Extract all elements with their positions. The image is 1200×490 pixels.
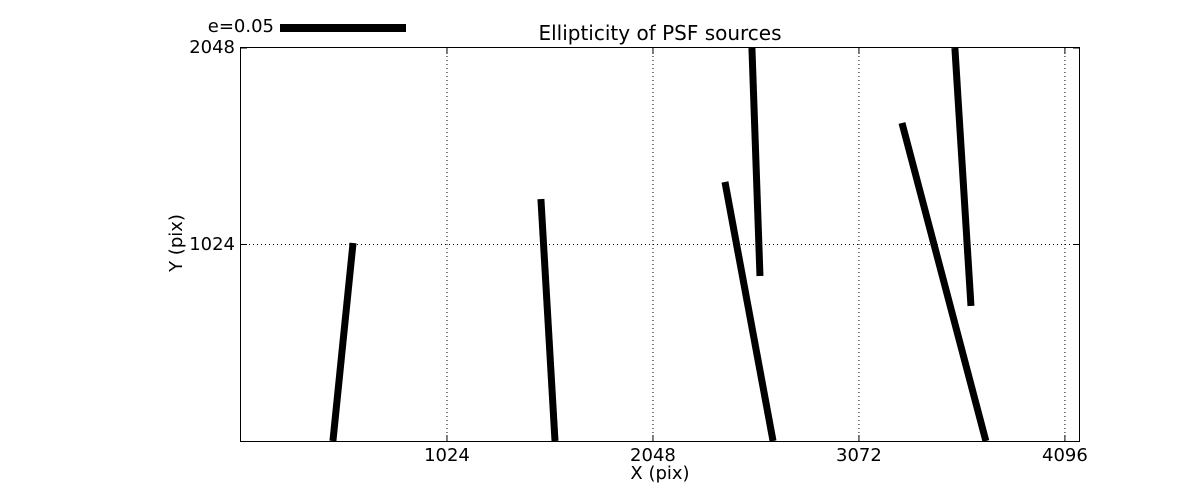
ellipticity-whisker xyxy=(748,48,764,277)
y-axis-label: Y (pix) xyxy=(166,214,187,272)
legend-scale-bar xyxy=(280,24,406,32)
ellipticity-whisker xyxy=(329,242,357,441)
ellipticity-whisker xyxy=(951,48,975,307)
ellipticity-whisker xyxy=(537,198,559,441)
plot-area xyxy=(240,47,1080,442)
x-tick-label: 4096 xyxy=(1042,445,1088,466)
y-tick-label: 1024 xyxy=(189,233,235,255)
y-tick-label: 2048 xyxy=(189,37,235,58)
ellipticity-whisker xyxy=(898,122,990,441)
plot-canvas xyxy=(241,48,1079,441)
x-tick-label: 3072 xyxy=(836,445,882,466)
legend-label: e=0.05 xyxy=(207,16,274,37)
ellipticity-whisker xyxy=(721,181,777,441)
x-tick-label: 2048 xyxy=(630,445,676,466)
chart-title: Ellipticity of PSF sources xyxy=(538,21,782,45)
x-tick-label: 1024 xyxy=(424,445,470,466)
x-axis-label: X (pix) xyxy=(630,463,690,484)
